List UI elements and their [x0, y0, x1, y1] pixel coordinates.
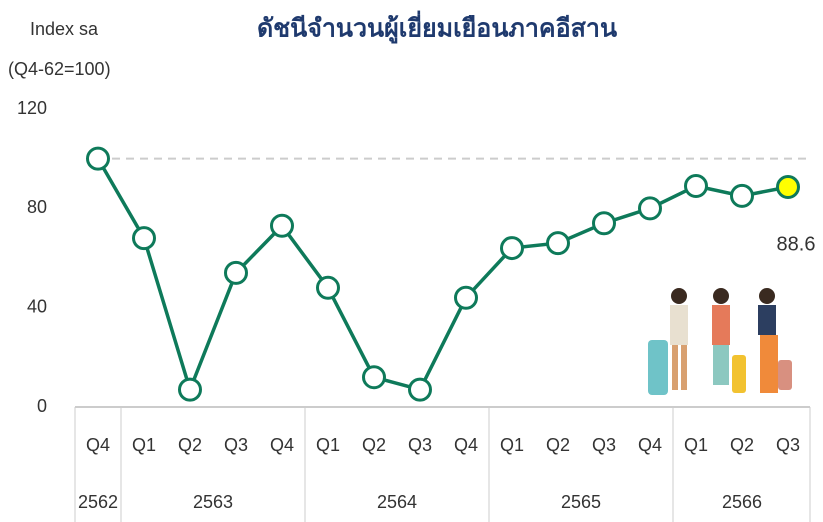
- group-label: 2562: [78, 492, 118, 512]
- marker: [316, 275, 340, 300]
- y-tick-label: 40: [27, 296, 47, 316]
- x-tick-label: Q1: [132, 435, 156, 455]
- y-axis-label: Index sa: [30, 19, 99, 39]
- marker: [546, 231, 570, 256]
- marker: [454, 285, 478, 310]
- marker: [408, 377, 432, 402]
- marker: [224, 260, 248, 285]
- x-tick-label: Q4: [454, 435, 478, 455]
- marker: [730, 183, 754, 208]
- marker: [638, 196, 662, 221]
- x-tick-label: Q4: [638, 435, 662, 455]
- x-tick-label: Q3: [408, 435, 432, 455]
- y-tick-label: 80: [27, 197, 47, 217]
- group-label: 2566: [722, 492, 762, 512]
- marker: [592, 211, 616, 236]
- line: [96, 157, 789, 395]
- x-tick-label: Q2: [362, 435, 386, 455]
- x-tick-label: Q2: [178, 435, 202, 455]
- x-tick-label: Q3: [224, 435, 248, 455]
- travelers-illustration: [648, 288, 792, 395]
- group-label: 2565: [561, 492, 601, 512]
- marker: [776, 174, 800, 199]
- marker: [86, 146, 110, 171]
- marker: [684, 173, 708, 198]
- data-label: 88.6: [777, 233, 816, 255]
- x-tick-label: Q4: [270, 435, 294, 455]
- chart-title: ดัชนีจำนวนผู้เยี่ยมเยือนภาคอีสาน: [257, 11, 617, 45]
- x-tick-label: Q1: [316, 435, 340, 455]
- group-label: 2563: [193, 492, 233, 512]
- x-tick-label: Q1: [500, 435, 524, 455]
- y-axis-label: (Q4-62=100): [8, 59, 111, 79]
- y-tick-label: 0: [37, 396, 47, 416]
- marker: [500, 236, 524, 261]
- x-tick-label: Q3: [776, 435, 800, 455]
- y-tick-label: 120: [17, 98, 47, 118]
- x-tick-label: Q1: [684, 435, 708, 455]
- x-tick-label: Q4: [86, 435, 110, 455]
- marker: [178, 377, 202, 402]
- group-label: 2564: [377, 492, 417, 512]
- marker: [362, 365, 386, 390]
- marker: [132, 226, 156, 251]
- x-tick-label: Q2: [730, 435, 754, 455]
- x-tick-label: Q3: [592, 435, 616, 455]
- marker: [270, 213, 294, 238]
- x-tick-label: Q2: [546, 435, 570, 455]
